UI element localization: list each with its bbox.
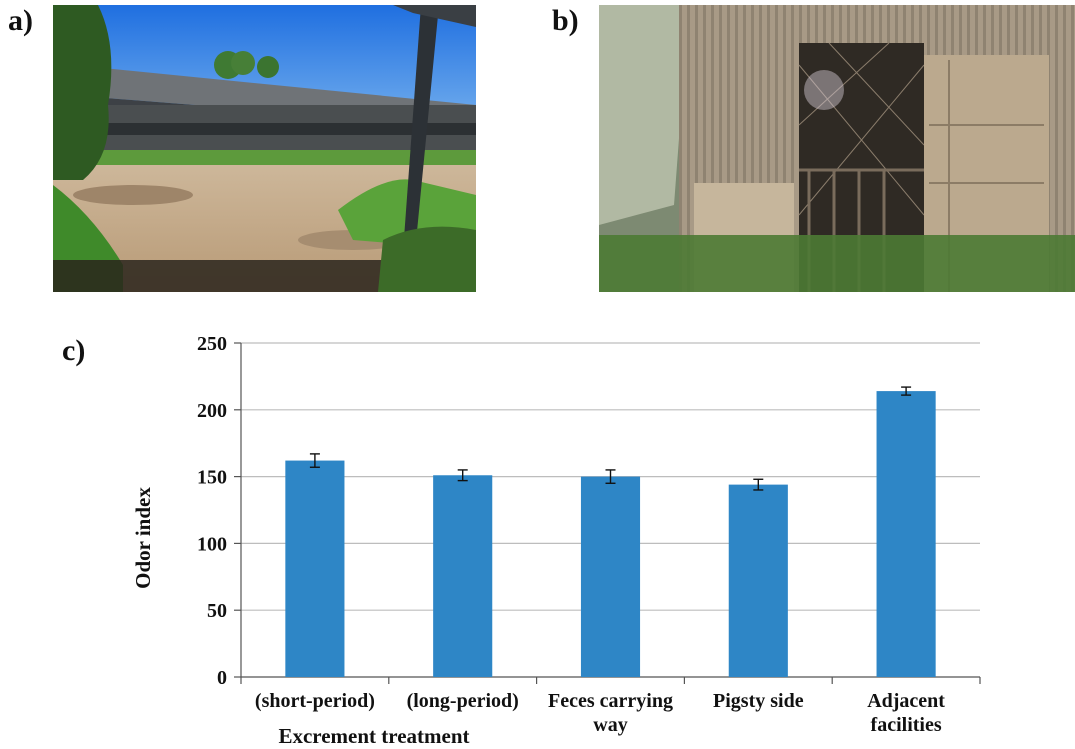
bar	[728, 484, 788, 677]
x-tick-label: (short-period)	[255, 690, 375, 712]
panel-label-c: c)	[62, 334, 86, 367]
x-tick-label: (long-period)	[407, 690, 519, 712]
y-tick-label: 50	[207, 600, 227, 622]
y-tick-label: 0	[217, 667, 227, 689]
bar	[433, 475, 493, 677]
bar	[285, 460, 345, 677]
photo-excrement-yard	[53, 5, 476, 292]
tick-labels: 0 50 100 150 200 250 (short-period) (long-perio…	[197, 333, 945, 736]
x-tick-label: Pigsty side	[713, 690, 804, 712]
panel-label-b: b)	[552, 4, 579, 37]
odor-index-bar-chart: 0 50 100 150 200 250 (short-period) (long-perio…	[131, 333, 981, 748]
x-tick-label: Feces carrying way	[548, 690, 673, 736]
bars	[285, 386, 936, 677]
y-tick-label: 250	[197, 333, 227, 355]
bar	[876, 391, 936, 677]
bar	[580, 476, 641, 677]
y-tick-label: 150	[197, 467, 227, 489]
photo-pigsty-door	[599, 5, 1075, 292]
panel-label-a: a)	[8, 4, 33, 37]
y-axis-title: Odor index	[131, 487, 155, 589]
x-tick-label: Adjacent facilities	[867, 690, 945, 736]
y-tick-label: 100	[197, 533, 227, 555]
category-group-label: Excrement treatment	[278, 724, 469, 748]
y-tick-label: 200	[197, 400, 227, 422]
